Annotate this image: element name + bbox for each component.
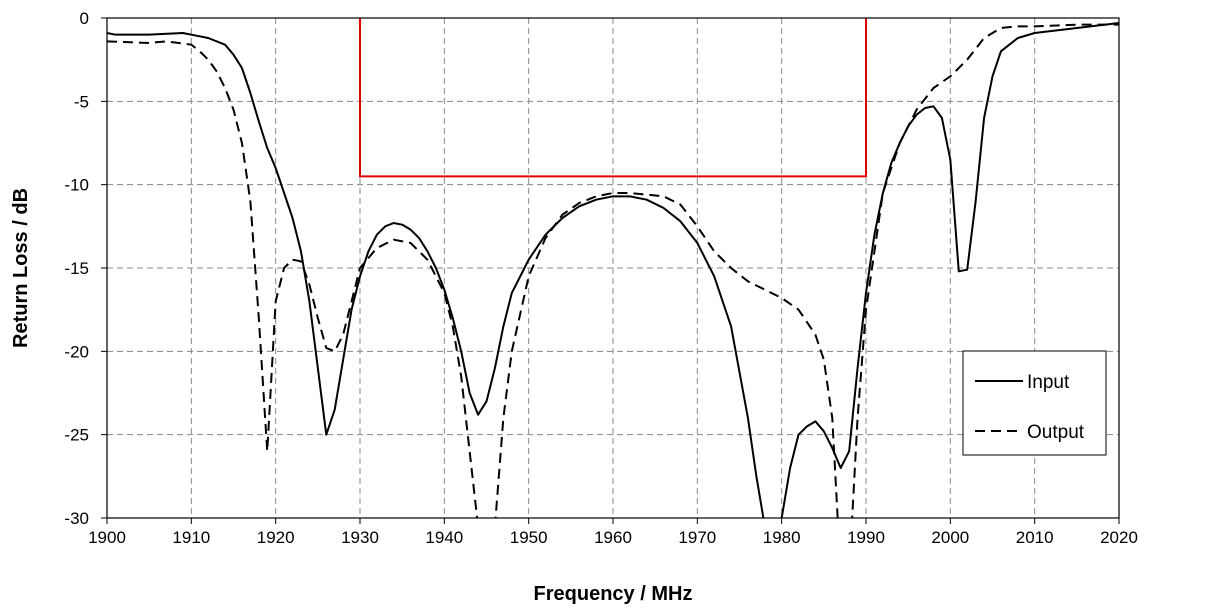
x-tick-label: 1900 — [88, 528, 126, 547]
y-tick-label: -25 — [64, 426, 89, 445]
x-tick-label: 1970 — [678, 528, 716, 547]
y-tick-label: -15 — [64, 259, 89, 278]
legend-box — [962, 350, 1107, 456]
y-tick-label: -20 — [64, 342, 89, 361]
spec-mask-layer — [359, 18, 867, 178]
y-tick-label: 0 — [80, 9, 89, 28]
legend: Input Output — [962, 350, 1107, 456]
x-tick-label: 2020 — [1100, 528, 1138, 547]
x-tick-label: 1990 — [847, 528, 885, 547]
x-tick-label: 1930 — [341, 528, 379, 547]
y-tick-label: -10 — [64, 176, 89, 195]
legend-label-input: Input — [1027, 372, 1070, 393]
x-tick-label: 2010 — [1016, 528, 1054, 547]
y-tick-label: -30 — [64, 509, 89, 528]
x-tick-label: 1910 — [172, 528, 210, 547]
series-line-input — [107, 22, 1119, 518]
axes — [101, 17, 1120, 524]
x-tick-label: 1980 — [763, 528, 801, 547]
legend-label-output: Output — [1027, 422, 1085, 443]
plot-frame — [106, 17, 1120, 519]
x-tick-label: 1950 — [510, 528, 548, 547]
x-tick-label: 1960 — [594, 528, 632, 547]
x-axis-label: Frequency / MHz — [534, 583, 693, 605]
series-line-output — [107, 23, 1119, 518]
x-tick-label: 2000 — [931, 528, 969, 547]
series-layer — [107, 22, 1119, 518]
y-tick-label: -5 — [74, 92, 89, 111]
tick-labels: 1900 1910 1920 1930 1940 1950 1960 1970 1980 1990… — [64, 9, 1137, 547]
y-axis-label: Return Loss / dB — [10, 188, 32, 348]
x-tick-label: 1920 — [257, 528, 295, 547]
x-tick-label: 1940 — [425, 528, 463, 547]
spec-mask-line — [359, 18, 867, 178]
